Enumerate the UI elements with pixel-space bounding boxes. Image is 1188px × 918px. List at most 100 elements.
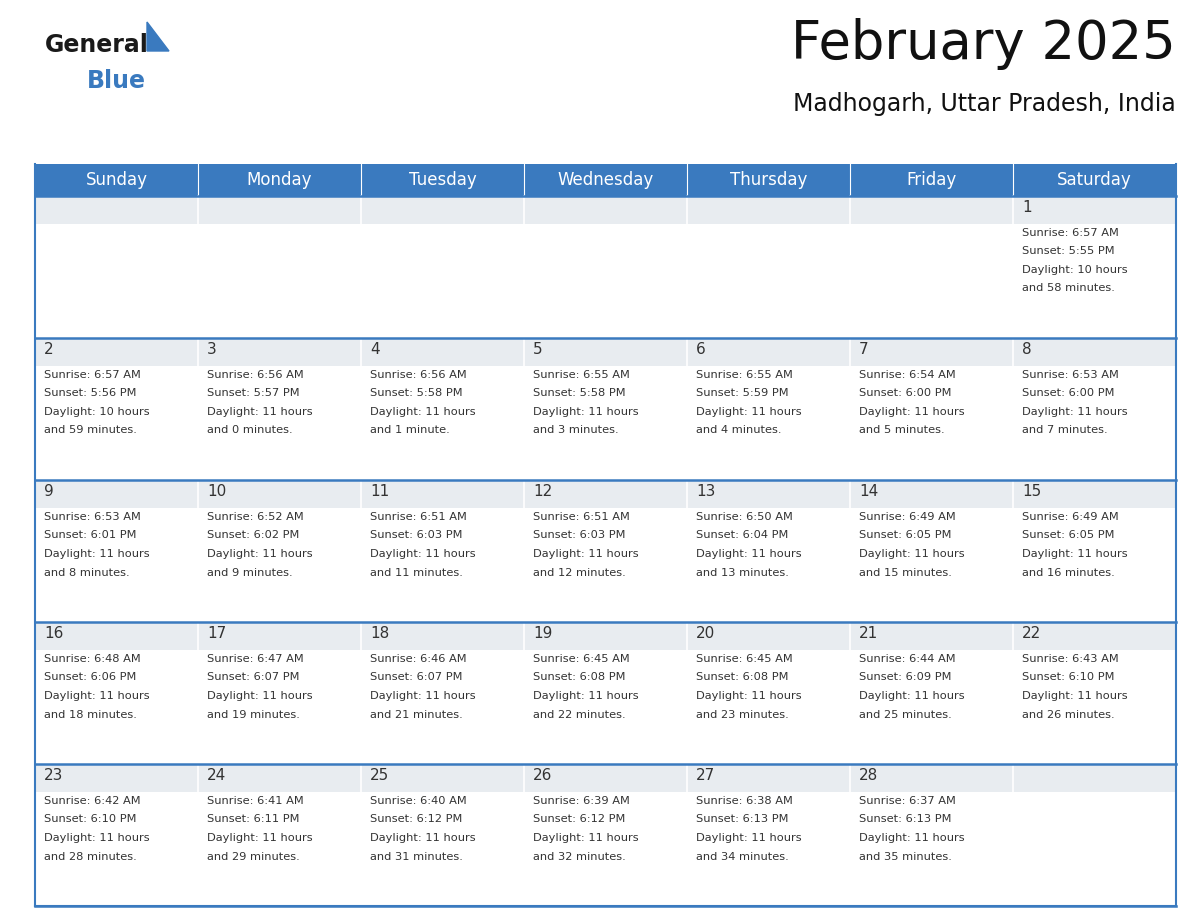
Text: Daylight: 11 hours: Daylight: 11 hours	[859, 691, 965, 701]
Text: and 13 minutes.: and 13 minutes.	[696, 567, 789, 577]
Bar	[524, 480, 687, 508]
Text: and 59 minutes.: and 59 minutes.	[44, 426, 137, 435]
Bar	[687, 196, 849, 338]
Text: and 12 minutes.: and 12 minutes.	[533, 567, 626, 577]
Bar	[361, 480, 524, 622]
Text: Monday: Monday	[247, 171, 312, 189]
Bar	[34, 622, 198, 650]
Text: 2: 2	[44, 342, 53, 357]
Bar	[687, 622, 849, 764]
Bar	[1013, 764, 1176, 906]
Bar	[34, 338, 198, 366]
Text: 11: 11	[369, 484, 390, 499]
Bar	[849, 764, 1013, 906]
Bar	[687, 480, 849, 508]
Text: Sunset: 6:11 PM: Sunset: 6:11 PM	[207, 814, 299, 824]
Text: Daylight: 11 hours: Daylight: 11 hours	[859, 407, 965, 417]
Text: Sunrise: 6:54 AM: Sunrise: 6:54 AM	[859, 370, 956, 380]
Text: Sunset: 6:07 PM: Sunset: 6:07 PM	[369, 673, 462, 682]
Bar	[1013, 338, 1176, 480]
Bar	[198, 764, 361, 906]
Text: Daylight: 11 hours: Daylight: 11 hours	[207, 691, 312, 701]
Bar	[687, 480, 849, 622]
Text: Sunrise: 6:39 AM: Sunrise: 6:39 AM	[533, 796, 630, 806]
Text: Saturday: Saturday	[1057, 171, 1132, 189]
Text: Sunrise: 6:49 AM: Sunrise: 6:49 AM	[859, 512, 956, 522]
Bar	[687, 764, 849, 792]
Text: 22: 22	[1022, 626, 1041, 641]
Text: Daylight: 11 hours: Daylight: 11 hours	[533, 833, 639, 843]
Bar	[1013, 164, 1176, 196]
Text: Daylight: 11 hours: Daylight: 11 hours	[1022, 407, 1127, 417]
Bar	[1013, 480, 1176, 622]
Text: Sunset: 6:03 PM: Sunset: 6:03 PM	[533, 531, 626, 541]
Bar	[524, 764, 687, 906]
Text: Sunset: 5:58 PM: Sunset: 5:58 PM	[369, 388, 462, 398]
Text: Sunrise: 6:53 AM: Sunrise: 6:53 AM	[44, 512, 141, 522]
Text: Sunset: 6:10 PM: Sunset: 6:10 PM	[1022, 673, 1114, 682]
Text: Thursday: Thursday	[729, 171, 807, 189]
Bar	[34, 480, 198, 508]
Text: Daylight: 11 hours: Daylight: 11 hours	[369, 549, 475, 559]
Text: 6: 6	[696, 342, 706, 357]
Text: Daylight: 11 hours: Daylight: 11 hours	[44, 833, 150, 843]
Text: 16: 16	[44, 626, 63, 641]
Text: Sunrise: 6:51 AM: Sunrise: 6:51 AM	[369, 512, 467, 522]
Text: Sunrise: 6:40 AM: Sunrise: 6:40 AM	[369, 796, 467, 806]
Text: Sunset: 6:04 PM: Sunset: 6:04 PM	[696, 531, 789, 541]
Bar	[1013, 196, 1176, 338]
Bar	[849, 338, 1013, 366]
Bar	[849, 164, 1013, 196]
Text: Wednesday: Wednesday	[557, 171, 653, 189]
Bar	[34, 480, 198, 622]
Bar	[361, 764, 524, 906]
Text: Daylight: 10 hours: Daylight: 10 hours	[1022, 265, 1127, 275]
Text: Sunrise: 6:55 AM: Sunrise: 6:55 AM	[696, 370, 792, 380]
Text: Daylight: 10 hours: Daylight: 10 hours	[44, 407, 150, 417]
Bar	[34, 196, 198, 224]
Text: and 11 minutes.: and 11 minutes.	[369, 567, 463, 577]
Text: and 15 minutes.: and 15 minutes.	[859, 567, 952, 577]
Text: Daylight: 11 hours: Daylight: 11 hours	[533, 407, 639, 417]
Text: Sunset: 6:02 PM: Sunset: 6:02 PM	[207, 531, 299, 541]
Text: Sunrise: 6:55 AM: Sunrise: 6:55 AM	[533, 370, 630, 380]
Text: 12: 12	[533, 484, 552, 499]
Bar	[1013, 480, 1176, 508]
Text: Sunrise: 6:57 AM: Sunrise: 6:57 AM	[44, 370, 141, 380]
Text: 25: 25	[369, 768, 390, 783]
Text: Sunrise: 6:38 AM: Sunrise: 6:38 AM	[696, 796, 792, 806]
Text: and 35 minutes.: and 35 minutes.	[859, 852, 952, 861]
Bar	[34, 622, 198, 764]
Text: Sunrise: 6:50 AM: Sunrise: 6:50 AM	[696, 512, 792, 522]
Text: and 0 minutes.: and 0 minutes.	[207, 426, 292, 435]
Bar	[524, 196, 687, 338]
Text: 5: 5	[533, 342, 543, 357]
Text: Sunset: 6:05 PM: Sunset: 6:05 PM	[859, 531, 952, 541]
Text: 7: 7	[859, 342, 868, 357]
Text: 13: 13	[696, 484, 715, 499]
Text: Sunset: 5:55 PM: Sunset: 5:55 PM	[1022, 247, 1114, 256]
Bar	[1013, 622, 1176, 650]
Text: and 1 minute.: and 1 minute.	[369, 426, 450, 435]
Text: Daylight: 11 hours: Daylight: 11 hours	[369, 833, 475, 843]
Text: Daylight: 11 hours: Daylight: 11 hours	[533, 549, 639, 559]
Text: 10: 10	[207, 484, 226, 499]
Bar	[34, 338, 198, 480]
Text: and 29 minutes.: and 29 minutes.	[207, 852, 299, 861]
Text: Sunset: 6:08 PM: Sunset: 6:08 PM	[533, 673, 626, 682]
Bar	[198, 196, 361, 338]
Bar	[34, 764, 198, 792]
Bar	[1013, 622, 1176, 764]
Text: Sunset: 6:09 PM: Sunset: 6:09 PM	[859, 673, 952, 682]
Text: Daylight: 11 hours: Daylight: 11 hours	[207, 407, 312, 417]
Text: Daylight: 11 hours: Daylight: 11 hours	[533, 691, 639, 701]
Text: 8: 8	[1022, 342, 1031, 357]
Text: Sunset: 6:10 PM: Sunset: 6:10 PM	[44, 814, 137, 824]
Text: Sunrise: 6:51 AM: Sunrise: 6:51 AM	[533, 512, 630, 522]
Text: Sunset: 6:13 PM: Sunset: 6:13 PM	[859, 814, 952, 824]
Text: 26: 26	[533, 768, 552, 783]
Text: Sunset: 6:12 PM: Sunset: 6:12 PM	[533, 814, 625, 824]
Bar	[524, 622, 687, 764]
Text: Daylight: 11 hours: Daylight: 11 hours	[696, 407, 802, 417]
Bar	[524, 164, 687, 196]
